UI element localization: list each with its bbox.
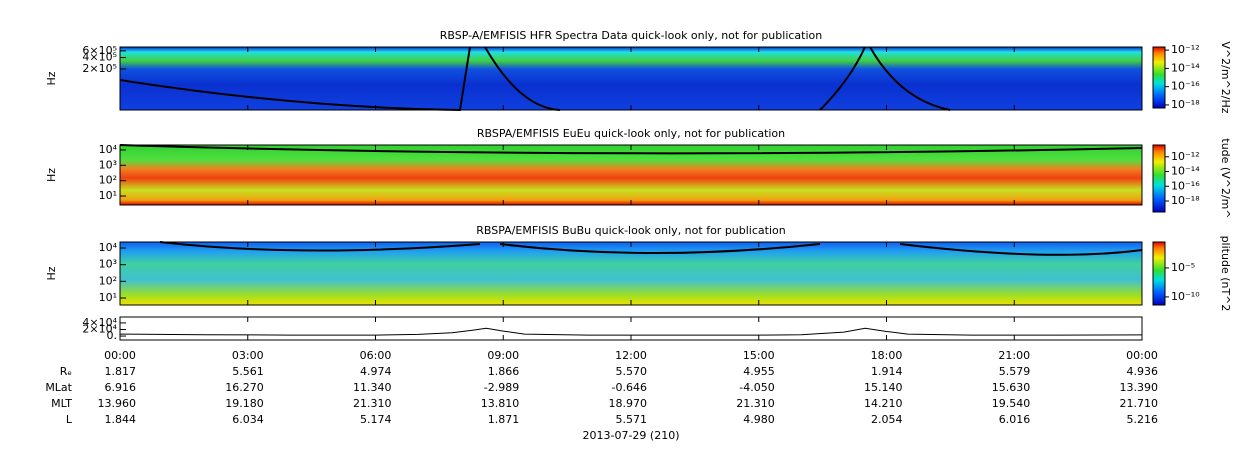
x-tick-label: 03:00 bbox=[232, 349, 264, 362]
x-tick-label: 09:00 bbox=[487, 349, 519, 362]
ephemeris-value: 5.579 bbox=[999, 365, 1031, 378]
ephemeris-value: 11.340 bbox=[353, 381, 392, 394]
ephemeris-value: 15.140 bbox=[864, 381, 903, 394]
ephemeris-value: 21.310 bbox=[353, 397, 392, 410]
x-tick-label: 00:00 bbox=[104, 349, 136, 362]
y-tick-label: 4×10⁵ bbox=[82, 51, 117, 64]
ephemeris-value: 4.955 bbox=[743, 365, 775, 378]
ephemeris-value: 1.866 bbox=[488, 365, 520, 378]
y-tick-label: 2×10⁵ bbox=[82, 62, 117, 75]
colorbar-label: tude (V^2/m^ bbox=[1219, 138, 1232, 218]
ephemeris-value: -2.989 bbox=[484, 381, 519, 394]
ephemeris-value: 5.216 bbox=[1127, 413, 1159, 426]
ephemeris-value: 1.914 bbox=[871, 365, 903, 378]
x-tick-label: 06:00 bbox=[360, 349, 392, 362]
cyclotron-curve bbox=[159, 241, 1143, 256]
x-tick-label: 15:00 bbox=[743, 349, 775, 362]
ephemeris-value: 4.980 bbox=[743, 413, 775, 426]
panel-title: RBSPA/EMFISIS EuEu quick-look only, not … bbox=[477, 127, 785, 140]
colorbar-label: plitude (nT^2 bbox=[1219, 236, 1232, 312]
x-tick-label: 00:00 bbox=[1126, 349, 1158, 362]
ephemeris-value: 1.817 bbox=[105, 365, 137, 378]
y-axis-label: Hz bbox=[45, 168, 58, 182]
ephemeris-value: 14.210 bbox=[864, 397, 903, 410]
ephemeris-value: 6.016 bbox=[999, 413, 1031, 426]
y-tick-label: 10⁴ bbox=[99, 241, 118, 254]
ephemeris-value: 5.174 bbox=[360, 413, 392, 426]
ephemeris-value: 15.630 bbox=[992, 381, 1031, 394]
ephemeris-label: L bbox=[66, 413, 73, 426]
colorbar-tick-label: 10⁻¹⁴ bbox=[1171, 61, 1200, 74]
colorbar-tick-label: 10⁻¹⁸ bbox=[1171, 194, 1200, 207]
ephemeris-value: 4.936 bbox=[1127, 365, 1159, 378]
ephemeris-value: 1.844 bbox=[105, 413, 137, 426]
colorbar bbox=[1152, 46, 1166, 109]
ephemeris-value: 13.810 bbox=[481, 397, 520, 410]
colorbar-label: V^2/m^2/Hz bbox=[1219, 41, 1232, 113]
cyclotron-curve bbox=[119, 144, 1143, 155]
y-tick-label: 4×10⁴ bbox=[82, 316, 117, 329]
colorbar-tick-label: 10⁻¹⁶ bbox=[1171, 179, 1200, 192]
x-tick-label: 21:00 bbox=[998, 349, 1030, 362]
ephemeris-value: 6.916 bbox=[105, 381, 137, 394]
y-tick-label: 10¹ bbox=[99, 291, 117, 304]
cyclotron-curve bbox=[119, 46, 951, 112]
ephemeris-value: 2.054 bbox=[871, 413, 903, 426]
colorbar-tick-label: 10⁻¹⁶ bbox=[1171, 80, 1200, 93]
y-tick-label: 10² bbox=[99, 174, 117, 187]
ephemeris-value: 18.970 bbox=[609, 397, 648, 410]
ephemeris-value: 19.180 bbox=[225, 397, 264, 410]
colorbar-tick-label: 10⁻¹⁴ bbox=[1171, 165, 1200, 178]
colorbar bbox=[1152, 241, 1166, 306]
colorbar-tick-label: 10⁻⁵ bbox=[1171, 261, 1195, 274]
ephemeris-value: 16.270 bbox=[225, 381, 264, 394]
ephemeris-value: 21.310 bbox=[736, 397, 775, 410]
ephemeris-value: -4.050 bbox=[739, 381, 774, 394]
colorbar-tick-label: 10⁻¹² bbox=[1171, 150, 1200, 163]
y-tick-label: 2×10⁴ bbox=[82, 322, 117, 335]
colorbar-tick-label: 10⁻¹⁰ bbox=[1171, 290, 1200, 303]
ephemeris-value: 21.710 bbox=[1120, 397, 1159, 410]
ephemeris-value: 4.974 bbox=[360, 365, 392, 378]
ephemeris-value: 13.960 bbox=[98, 397, 137, 410]
ephemeris-value: 13.390 bbox=[1120, 381, 1159, 394]
colorbar-tick-label: 10⁻¹⁸ bbox=[1171, 98, 1200, 111]
y-tick-label: 10³ bbox=[99, 158, 117, 171]
ephemeris-value: 5.570 bbox=[616, 365, 648, 378]
y-tick-label: 10¹ bbox=[99, 189, 117, 202]
ephemeris-value: 1.871 bbox=[488, 413, 520, 426]
ephemeris-value: 5.571 bbox=[616, 413, 648, 426]
ephemeris-label: MLat bbox=[45, 381, 72, 394]
ephemeris-value: 19.540 bbox=[992, 397, 1031, 410]
y-axis-label: Hz bbox=[45, 71, 58, 85]
y-tick-label: 10³ bbox=[99, 258, 117, 271]
spectrogram bbox=[120, 145, 1142, 205]
spectrogram bbox=[120, 47, 1142, 110]
ephemeris-label: Rₑ bbox=[60, 365, 72, 378]
x-tick-label: 18:00 bbox=[871, 349, 903, 362]
x-tick-label: 12:00 bbox=[615, 349, 647, 362]
ephemeris-value: 6.034 bbox=[232, 413, 264, 426]
ephemeris-label: MLT bbox=[51, 397, 72, 410]
y-axis-label: Hz bbox=[45, 266, 58, 280]
y-tick-label: 6×10⁵ bbox=[82, 44, 117, 57]
colorbar bbox=[1152, 144, 1166, 213]
trace-line bbox=[119, 327, 1143, 336]
y-tick-label: 0. bbox=[107, 329, 118, 342]
panel-title: RBSPA/EMFISIS BuBu quick-look only, not … bbox=[476, 224, 786, 237]
ephemeris-value: 5.561 bbox=[232, 365, 264, 378]
colorbar-tick-label: 10⁻¹² bbox=[1171, 43, 1200, 56]
y-tick-label: 10⁴ bbox=[99, 143, 118, 156]
date-label: 2013-07-29 (210) bbox=[582, 429, 679, 442]
ephemeris-value: -0.646 bbox=[612, 381, 647, 394]
y-tick-label: 10² bbox=[99, 274, 117, 287]
panel-title: RBSP-A/EMFISIS HFR Spectra Data quick-lo… bbox=[440, 29, 823, 42]
